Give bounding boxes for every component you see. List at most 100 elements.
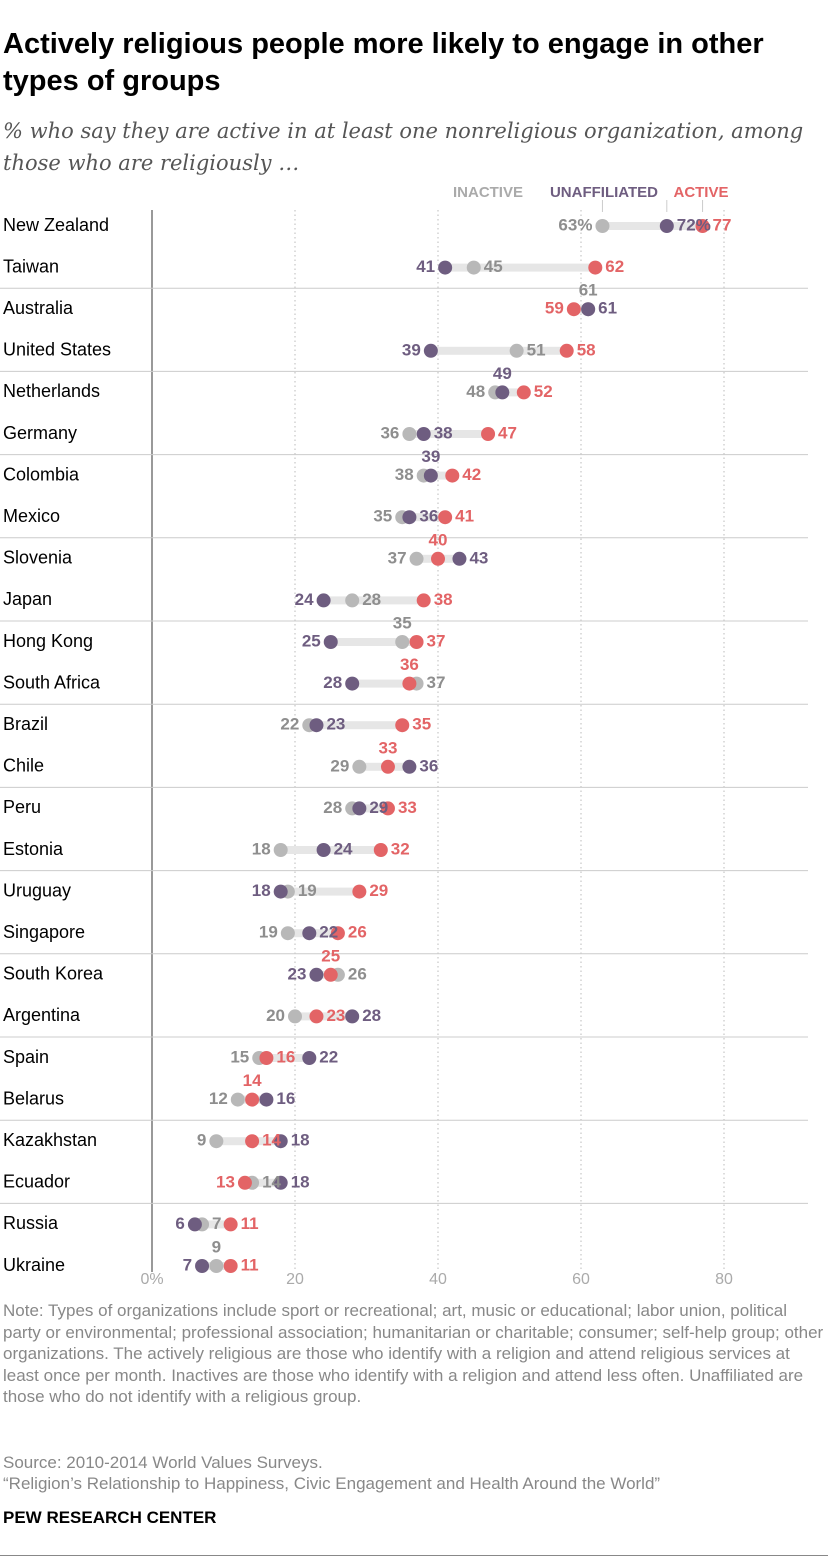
unaffiliated-value-label: 7 xyxy=(183,1255,192,1274)
unaffiliated-value-label: 18 xyxy=(291,1131,310,1150)
country-label-slovenia: Slovenia xyxy=(3,548,73,568)
inactive-value-label: 35 xyxy=(393,613,412,632)
unaffiliated-value-label: 49 xyxy=(493,364,512,383)
country-label-new-zealand: New Zealand xyxy=(3,215,109,235)
inactive-value-label: 48 xyxy=(466,382,485,401)
country-label-germany: Germany xyxy=(3,423,77,443)
active-dot xyxy=(402,676,417,691)
active-dot xyxy=(395,718,410,733)
unaffiliated-dot xyxy=(309,718,324,733)
active-value-label: 47 xyxy=(498,423,517,442)
inactive-value-label: 51 xyxy=(527,340,546,359)
active-value-label: 37 xyxy=(427,631,446,650)
inactive-value-label: 28 xyxy=(323,798,342,817)
active-value-label: 33 xyxy=(398,798,417,817)
unaffiliated-value-label: 18 xyxy=(252,881,271,900)
active-value-label: 29 xyxy=(369,881,388,900)
inactive-value-label: 37 xyxy=(388,548,407,567)
active-dot xyxy=(416,593,431,608)
range-connector xyxy=(244,1178,281,1187)
active-dot xyxy=(566,302,581,317)
inactive-value-label: 14 xyxy=(262,1172,281,1191)
active-dot xyxy=(373,843,388,857)
country-label-belarus: Belarus xyxy=(3,1088,64,1108)
unaffiliated-dot xyxy=(195,1259,210,1273)
active-value-label: 59 xyxy=(545,299,564,318)
inactive-dot xyxy=(273,843,288,857)
inactive-dot xyxy=(466,260,481,275)
unaffiliated-value-label: 28 xyxy=(362,1006,381,1025)
country-label-australia: Australia xyxy=(3,298,74,318)
unaffiliated-dot xyxy=(309,967,324,982)
bottom-divider xyxy=(0,1555,828,1556)
unaffiliated-dot xyxy=(423,468,438,483)
country-label-uruguay: Uruguay xyxy=(3,880,71,900)
active-value-label: 36 xyxy=(400,655,419,674)
range-connector xyxy=(323,596,424,605)
unaffiliated-value-label: 22 xyxy=(319,923,338,942)
inactive-value-label: 15 xyxy=(230,1047,249,1066)
legend-active: ACTIVE xyxy=(673,184,728,201)
range-connector xyxy=(280,887,360,896)
inactive-value-label: 38 xyxy=(395,465,414,484)
inactive-value-label: 61 xyxy=(579,281,598,300)
range-connector xyxy=(573,305,589,314)
active-value-label: 11 xyxy=(241,1255,259,1274)
range-connector xyxy=(280,846,381,854)
active-value-label: 62 xyxy=(605,257,624,276)
range-connector xyxy=(445,263,596,272)
unaffiliated-dot xyxy=(438,260,453,275)
active-dot xyxy=(380,759,395,774)
country-label-south-africa: South Africa xyxy=(3,672,101,692)
active-dot xyxy=(259,1051,274,1065)
country-label-spain: Spain xyxy=(3,1047,49,1067)
active-dot xyxy=(237,1175,252,1190)
unaffiliated-value-label: 61 xyxy=(598,299,617,318)
active-value-label: 14 xyxy=(243,1071,262,1090)
unaffiliated-dot xyxy=(273,1175,288,1190)
unaffiliated-dot xyxy=(187,1217,202,1232)
unaffiliated-value-label: 38 xyxy=(434,423,453,442)
country-label-argentina: Argentina xyxy=(3,1005,81,1025)
unaffiliated-value-label: 29 xyxy=(369,798,388,817)
unaffiliated-dot xyxy=(323,635,338,649)
unaffiliated-dot xyxy=(316,843,331,857)
x-tick-label-40: 40 xyxy=(429,1271,447,1288)
inactive-value-label: 63% xyxy=(558,215,592,234)
unaffiliated-value-label: 6 xyxy=(175,1214,184,1233)
unaffiliated-dot xyxy=(345,676,360,691)
active-dot xyxy=(409,635,424,649)
range-connector xyxy=(352,679,417,688)
active-dot xyxy=(223,1259,238,1273)
active-value-label: 77 xyxy=(713,215,732,234)
active-value-label: 58 xyxy=(577,340,596,359)
active-value-label: 11 xyxy=(241,1214,259,1233)
inactive-value-label: 7 xyxy=(212,1214,221,1233)
range-connector xyxy=(330,638,417,646)
chart-source: Source: 2010-2014 World Values Surveys. xyxy=(3,1453,323,1472)
active-value-label: 38 xyxy=(434,590,453,609)
unaffiliated-dot xyxy=(495,385,510,400)
unaffiliated-value-label: 23 xyxy=(288,964,307,983)
inactive-value-label: 29 xyxy=(330,756,349,775)
unaffiliated-dot xyxy=(273,1134,288,1149)
unaffiliated-value-label: 16 xyxy=(276,1089,295,1108)
active-dot xyxy=(438,510,453,525)
unaffiliated-dot xyxy=(423,343,438,358)
unaffiliated-value-label: 23 xyxy=(326,715,345,734)
active-dot xyxy=(380,801,395,816)
inactive-dot xyxy=(402,427,417,441)
inactive-dot xyxy=(288,1009,302,1024)
country-label-japan: Japan xyxy=(3,589,52,609)
active-dot xyxy=(245,1092,260,1107)
inactive-value-label: 9 xyxy=(212,1237,221,1256)
unaffiliated-dot xyxy=(302,926,317,941)
x-tick-label-80: 80 xyxy=(715,1271,733,1288)
range-connector xyxy=(495,388,524,397)
country-label-ukraine: Ukraine xyxy=(3,1255,65,1275)
unaffiliated-dot xyxy=(259,1092,274,1107)
inactive-dot xyxy=(345,593,360,608)
active-dot xyxy=(245,1134,260,1149)
inactive-value-label: 12 xyxy=(209,1089,228,1108)
active-dot xyxy=(481,427,496,441)
